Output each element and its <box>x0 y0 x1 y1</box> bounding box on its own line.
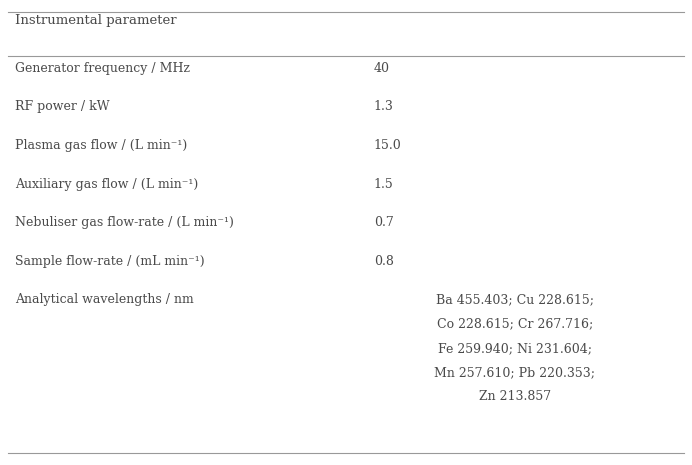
Text: Ba 455.403; Cu 228.615;: Ba 455.403; Cu 228.615; <box>436 293 594 306</box>
Text: Auxiliary gas flow / (L min⁻¹): Auxiliary gas flow / (L min⁻¹) <box>15 178 199 191</box>
Text: 0.7: 0.7 <box>374 216 394 229</box>
Text: Generator frequency / MHz: Generator frequency / MHz <box>15 62 190 75</box>
Text: Mn 257.610; Pb 220.353;: Mn 257.610; Pb 220.353; <box>435 366 595 379</box>
Text: 15.0: 15.0 <box>374 139 401 152</box>
Text: Zn 213.857: Zn 213.857 <box>479 390 551 403</box>
Text: Instrumental parameter: Instrumental parameter <box>15 14 177 27</box>
Text: Plasma gas flow / (L min⁻¹): Plasma gas flow / (L min⁻¹) <box>15 139 188 152</box>
Text: 40: 40 <box>374 62 390 75</box>
Text: 1.3: 1.3 <box>374 100 394 113</box>
Text: Analytical wavelengths / nm: Analytical wavelengths / nm <box>15 293 194 306</box>
Text: Nebuliser gas flow-rate / (L min⁻¹): Nebuliser gas flow-rate / (L min⁻¹) <box>15 216 234 229</box>
Text: Sample flow-rate / (mL min⁻¹): Sample flow-rate / (mL min⁻¹) <box>15 255 205 268</box>
Text: Fe 259.940; Ni 231.604;: Fe 259.940; Ni 231.604; <box>438 342 592 355</box>
Text: Co 228.615; Cr 267.716;: Co 228.615; Cr 267.716; <box>437 318 593 331</box>
Text: 1.5: 1.5 <box>374 178 394 191</box>
Text: RF power / kW: RF power / kW <box>15 100 110 113</box>
Text: 0.8: 0.8 <box>374 255 394 268</box>
